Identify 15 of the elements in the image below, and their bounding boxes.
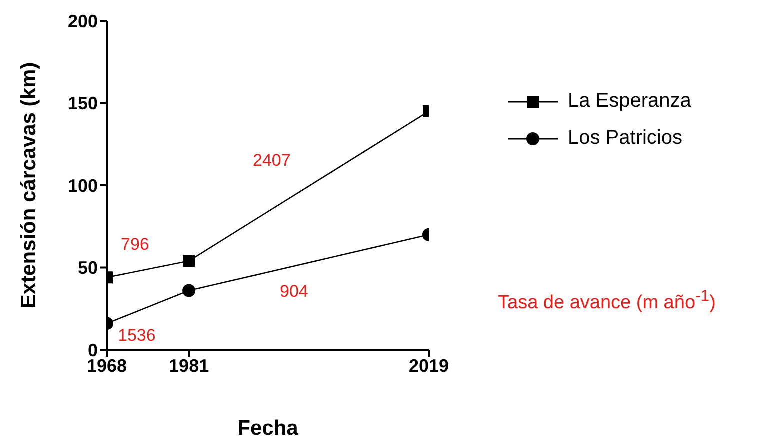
x-tick-label: 2019 xyxy=(408,356,450,376)
y-tick-label: 200 xyxy=(68,11,98,32)
legend-label: Los Patricios xyxy=(568,127,682,150)
y-tick-label: 150 xyxy=(68,94,98,114)
annotation: 796 xyxy=(121,235,150,255)
annotation: 904 xyxy=(280,282,308,302)
y-tick-label: 50 xyxy=(78,258,98,278)
annotation: 2407 xyxy=(253,151,291,171)
y-axis-title: Extensión cárcavas (km) xyxy=(17,62,40,309)
x-axis-title: Fecha xyxy=(238,417,299,440)
text: Tasa de avance (m año$^{-1}$) xyxy=(498,288,716,314)
y-tick-label: 100 xyxy=(68,176,98,196)
legend-label: La Esperanza xyxy=(568,90,692,113)
annotation: 1536 xyxy=(118,326,156,346)
x-tick-label: 1981 xyxy=(169,356,210,376)
